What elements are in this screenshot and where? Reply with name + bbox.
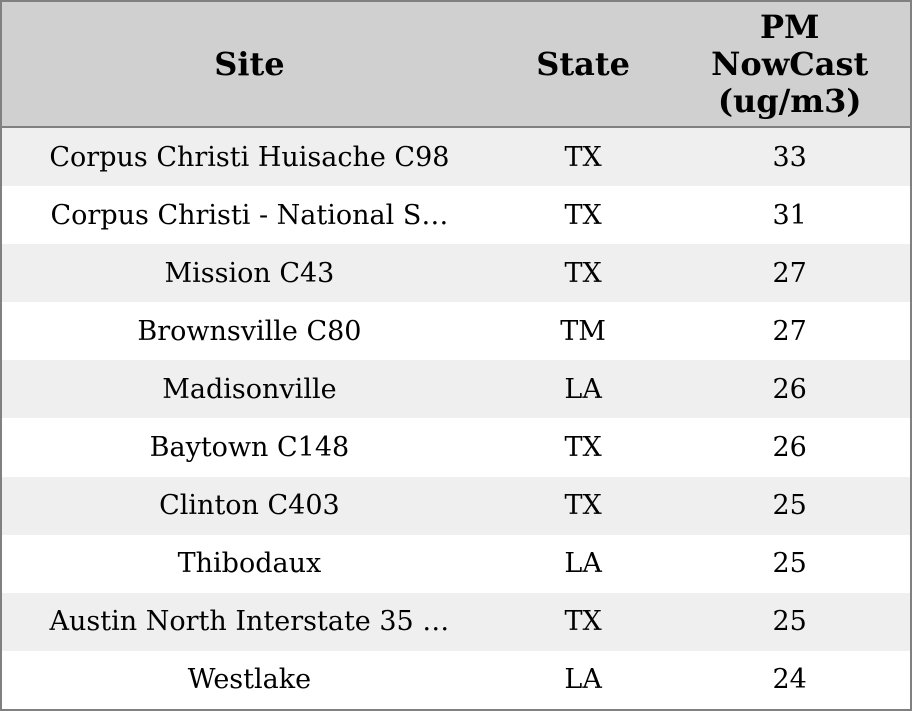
site-cell: Westlake bbox=[2, 650, 497, 709]
table-row: Westlake LA 24 bbox=[2, 650, 910, 709]
state-cell: LA bbox=[496, 650, 670, 709]
site-cell: Corpus Christi Huisache C98 bbox=[2, 127, 497, 187]
site-cell: Clinton C403 bbox=[2, 476, 497, 535]
table-row: Madisonville LA 26 bbox=[2, 360, 910, 419]
pm-cell: 25 bbox=[669, 476, 910, 535]
pm-cell: 31 bbox=[669, 186, 910, 245]
table-row: Mission C43 TX 27 bbox=[2, 244, 910, 303]
table-header: Site State PM NowCast (ug/m3) bbox=[2, 2, 910, 128]
site-cell: Corpus Christi - National S… bbox=[2, 186, 497, 245]
state-cell: LA bbox=[496, 534, 670, 593]
pm-cell: 25 bbox=[669, 534, 910, 593]
pm-cell: 27 bbox=[669, 244, 910, 303]
site-cell: Brownsville C80 bbox=[2, 302, 497, 361]
site-cell: Austin North Interstate 35 … bbox=[2, 592, 497, 651]
table-row: Corpus Christi Huisache C98 TX 33 bbox=[2, 127, 910, 187]
column-header-state[interactable]: State bbox=[496, 2, 670, 128]
site-cell: Baytown C148 bbox=[2, 418, 497, 477]
state-cell: TX bbox=[496, 476, 670, 535]
state-cell: TX bbox=[496, 244, 670, 303]
table-row: Clinton C403 TX 25 bbox=[2, 476, 910, 535]
state-cell: TM bbox=[496, 302, 670, 361]
pm-cell: 24 bbox=[669, 650, 910, 709]
site-cell: Madisonville bbox=[2, 360, 497, 419]
column-header-site[interactable]: Site bbox=[2, 2, 497, 128]
state-cell: TX bbox=[496, 186, 670, 245]
table-row: Baytown C148 TX 26 bbox=[2, 418, 910, 477]
table-row: Brownsville C80 TM 27 bbox=[2, 302, 910, 361]
state-cell: TX bbox=[496, 592, 670, 651]
site-cell: Thibodaux bbox=[2, 534, 497, 593]
pm-cell: 26 bbox=[669, 418, 910, 477]
table-row: Austin North Interstate 35 … TX 25 bbox=[2, 592, 910, 651]
table-row: Thibodaux LA 25 bbox=[2, 534, 910, 593]
table-body: Corpus Christi Huisache C98 TX 33 Corpus Ch… bbox=[2, 127, 910, 709]
column-header-pm[interactable]: PM NowCast (ug/m3) bbox=[669, 2, 910, 128]
site-cell: Mission C43 bbox=[2, 244, 497, 303]
table-row: Corpus Christi - National S… TX 31 bbox=[2, 186, 910, 245]
state-cell: LA bbox=[496, 360, 670, 419]
pm-cell: 26 bbox=[669, 360, 910, 419]
table-header-row: Site State PM NowCast (ug/m3) bbox=[2, 2, 910, 128]
state-cell: TX bbox=[496, 418, 670, 477]
pm-cell: 33 bbox=[669, 127, 910, 187]
pm-cell: 27 bbox=[669, 302, 910, 361]
pm-cell: 25 bbox=[669, 592, 910, 651]
state-cell: TX bbox=[496, 127, 670, 187]
